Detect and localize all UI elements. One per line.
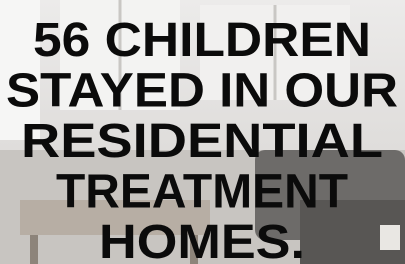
headline-line: TREATMENT <box>56 166 348 219</box>
headline-line: STAYED IN OUR <box>6 65 398 118</box>
graphic: 56 CHILDRENSTAYED IN OURRESIDENTIALTREAT… <box>0 0 405 264</box>
headline-line: 56 CHILDREN <box>33 14 371 67</box>
headline-line: HOMES. <box>99 216 305 264</box>
headline-line: RESIDENTIAL <box>21 115 383 168</box>
page: {"headline": {"lines": ["56 CHILDREN", "… <box>0 0 405 264</box>
